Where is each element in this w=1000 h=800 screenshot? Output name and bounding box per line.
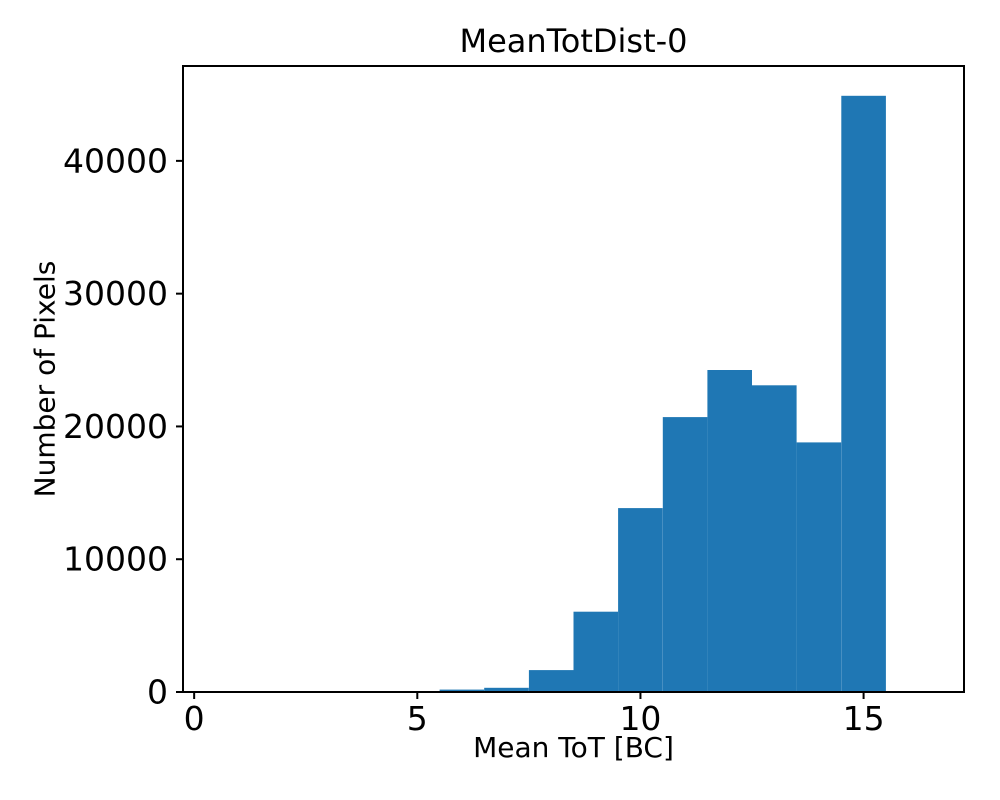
y-tick-label: 40000 (63, 141, 168, 180)
histogram-bar (484, 687, 529, 692)
histogram-bar (841, 95, 886, 693)
histogram-bar (439, 689, 485, 692)
histogram-bar (528, 670, 574, 692)
histogram-bar (573, 611, 619, 692)
histogram-bar (752, 385, 797, 692)
x-tick-label: 15 (843, 699, 885, 738)
x-tick-label: 10 (619, 699, 661, 738)
histogram-bar (707, 370, 752, 692)
y-tick-label: 0 (147, 673, 168, 712)
histogram-bar (796, 442, 842, 692)
x-axis-label: Mean ToT [BC] (473, 731, 674, 764)
y-tick-label: 30000 (63, 274, 168, 313)
histogram-bar (618, 508, 663, 692)
plot-border (182, 65, 965, 693)
chart-title: MeanTotDist-0 (459, 22, 688, 60)
histogram-bar (662, 417, 708, 692)
y-tick-label: 20000 (63, 407, 168, 446)
y-tick-label: 10000 (63, 540, 168, 579)
y-axis-label: Number of Pixels (28, 260, 62, 498)
x-tick-label: 5 (407, 699, 428, 738)
x-tick-label: 0 (184, 699, 205, 738)
